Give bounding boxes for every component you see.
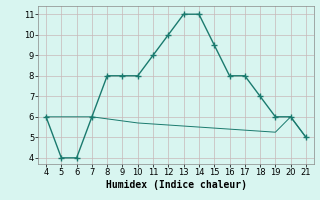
X-axis label: Humidex (Indice chaleur): Humidex (Indice chaleur) bbox=[106, 180, 246, 190]
